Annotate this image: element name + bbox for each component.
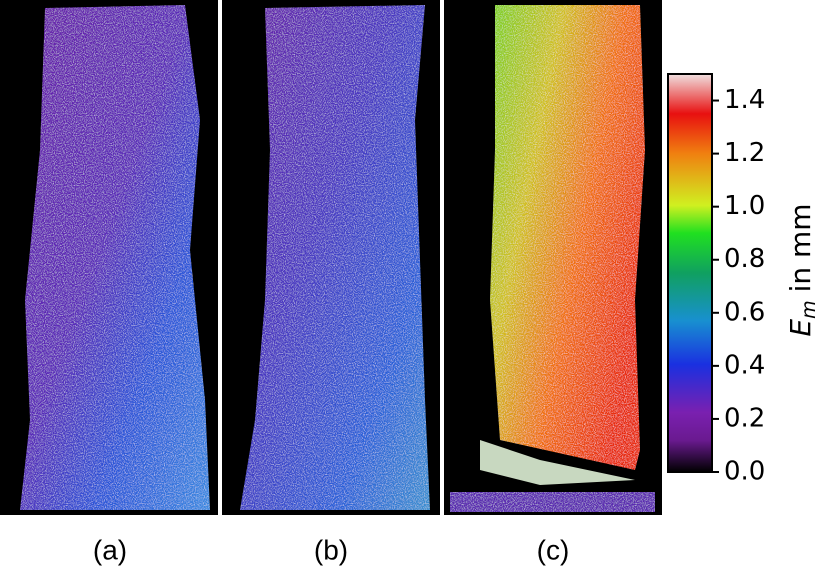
- colorbar: [667, 73, 713, 473]
- tick-label: 0.4: [724, 350, 765, 380]
- tick-label: 1.2: [724, 138, 765, 168]
- panel-label: (b): [314, 534, 348, 565]
- colorbar-ticks: 0.0 0.2 0.4 0.6 0.8 1.0 1.2 1.4: [712, 85, 765, 487]
- tick-label: 1.4: [724, 85, 765, 115]
- tick-label: 1.0: [724, 191, 765, 221]
- tick-label: 0.8: [724, 244, 765, 274]
- tick-label: 0.0: [724, 457, 765, 487]
- label-text: in mm: [784, 203, 817, 292]
- panel-b: [222, 0, 440, 515]
- label-subscript: m: [798, 300, 820, 319]
- panel-a: [0, 0, 218, 515]
- label-symbol: E: [784, 319, 817, 337]
- panel-labels: (a) (b) (c): [93, 534, 569, 565]
- tick-label: 0.2: [724, 403, 765, 433]
- panel-c: [444, 0, 662, 515]
- panel-label: (c): [537, 534, 570, 565]
- colorbar-label: Em in mm: [784, 203, 820, 336]
- tick-label: 0.6: [724, 297, 765, 327]
- panel-label: (a): [93, 534, 127, 565]
